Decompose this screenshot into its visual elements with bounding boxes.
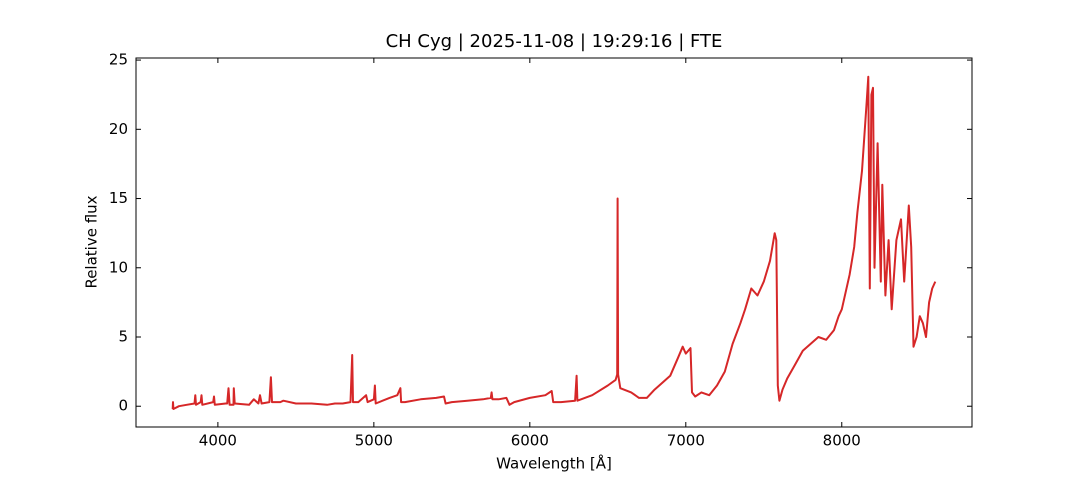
spectrum-line [171,75,937,410]
x-axis-label: Wavelength [Å] [496,454,612,473]
y-tick-label: 25 [109,51,128,69]
x-tick-label: 4000 [199,432,237,450]
y-tick-label: 10 [109,258,128,276]
y-tick-label: 0 [118,397,128,415]
y-tick-label: 20 [109,120,128,138]
x-tick-label: 6000 [511,432,549,450]
y-tick-label: 5 [118,328,128,346]
x-tick-label: 5000 [355,432,393,450]
y-axis-label: Relative flux [83,195,101,288]
x-tick-label: 8000 [823,432,861,450]
plot-frame [135,57,973,428]
y-tick-label: 15 [109,189,128,207]
chart-title: CH Cyg | 2025-11-08 | 19:29:16 | FTE [386,31,723,52]
x-tick-label: 7000 [667,432,705,450]
